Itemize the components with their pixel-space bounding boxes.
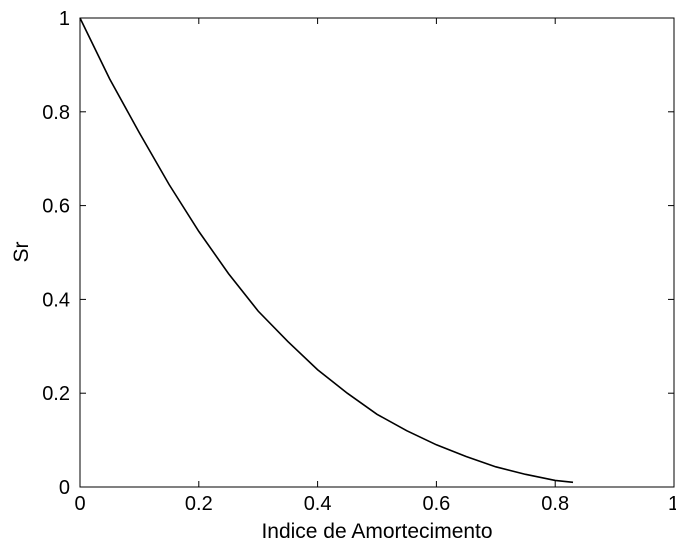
x-tick-label: 1 <box>668 493 676 515</box>
y-tick-label: 0.6 <box>42 196 70 218</box>
y-tick-label: 0.8 <box>42 102 70 124</box>
x-tick-label: 0.2 <box>185 493 213 515</box>
y-tick-label: 0.2 <box>42 383 70 405</box>
x-axis-label: Indice de Amortecimento <box>261 520 492 543</box>
series-line <box>79 17 574 484</box>
x-tick-label: 0.6 <box>422 493 450 515</box>
x-tick-label: 0.8 <box>541 493 569 515</box>
x-tick-label: 0.4 <box>304 493 332 515</box>
axis-ticks <box>79 17 675 488</box>
y-tick-label: 0 <box>59 477 70 499</box>
y-tick-label: 1 <box>59 8 70 30</box>
tick-labels: 0 0.2 0.4 0.6 0.8 1 0 0.2 0.4 0.6 0.8 1 <box>42 8 676 515</box>
y-tick-label: 0.4 <box>42 289 70 311</box>
plot-frame <box>79 17 675 488</box>
x-tick-label: 0 <box>74 493 85 515</box>
y-axis-label: Sr <box>10 241 33 262</box>
